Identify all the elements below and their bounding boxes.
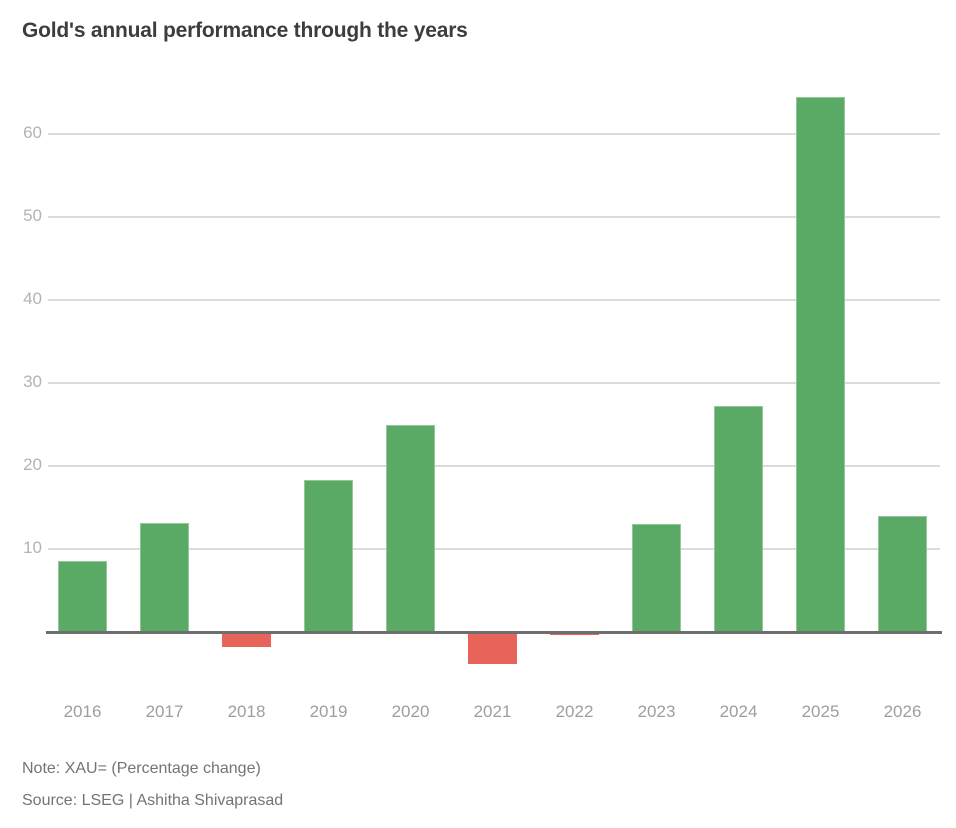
bar-2021 [468,632,517,665]
x-tick-2018: 2018 [227,702,266,721]
bar-2023 [632,524,681,632]
bar-2018 [222,632,271,647]
bar-2016 [58,561,107,632]
y-tick-50: 50 [23,206,42,225]
x-tick-2021: 2021 [473,702,512,721]
x-axis-line [46,630,942,634]
x-tick-2025: 2025 [801,702,840,721]
bar-2017 [140,523,189,632]
gridline-10 [48,548,940,550]
x-tick-2019: 2019 [309,702,348,721]
y-tick-10: 10 [23,538,42,557]
x-tick-2017: 2017 [145,702,184,721]
bar-2022 [550,632,599,636]
note-text: Note: XAU= (Percentage change) [22,760,261,777]
chart-title: Gold's annual performance through the ye… [22,19,468,42]
gridline-40 [48,299,940,301]
source-text: Source: LSEG | Ashitha Shivaprasad [22,792,284,809]
bar-2020 [386,424,435,632]
x-tick-2024: 2024 [719,702,758,721]
x-tick-2016: 2016 [63,702,102,721]
x-tick-2020: 2020 [391,702,430,721]
bar-2019 [304,480,353,632]
gridline-30 [48,382,940,384]
bar-2026 [878,515,927,632]
x-tick-2022: 2022 [555,702,594,721]
y-tick-20: 20 [23,455,42,474]
bar-2025 [796,96,845,632]
y-tick-30: 30 [23,372,42,391]
x-tick-2026: 2026 [883,702,922,721]
x-tick-2023: 2023 [637,702,676,721]
gridline-60 [48,133,940,135]
y-tick-60: 60 [23,123,42,142]
bar-2024 [714,406,763,632]
gridline-50 [48,216,940,218]
y-tick-40: 40 [23,289,42,308]
gridline-20 [48,465,940,467]
